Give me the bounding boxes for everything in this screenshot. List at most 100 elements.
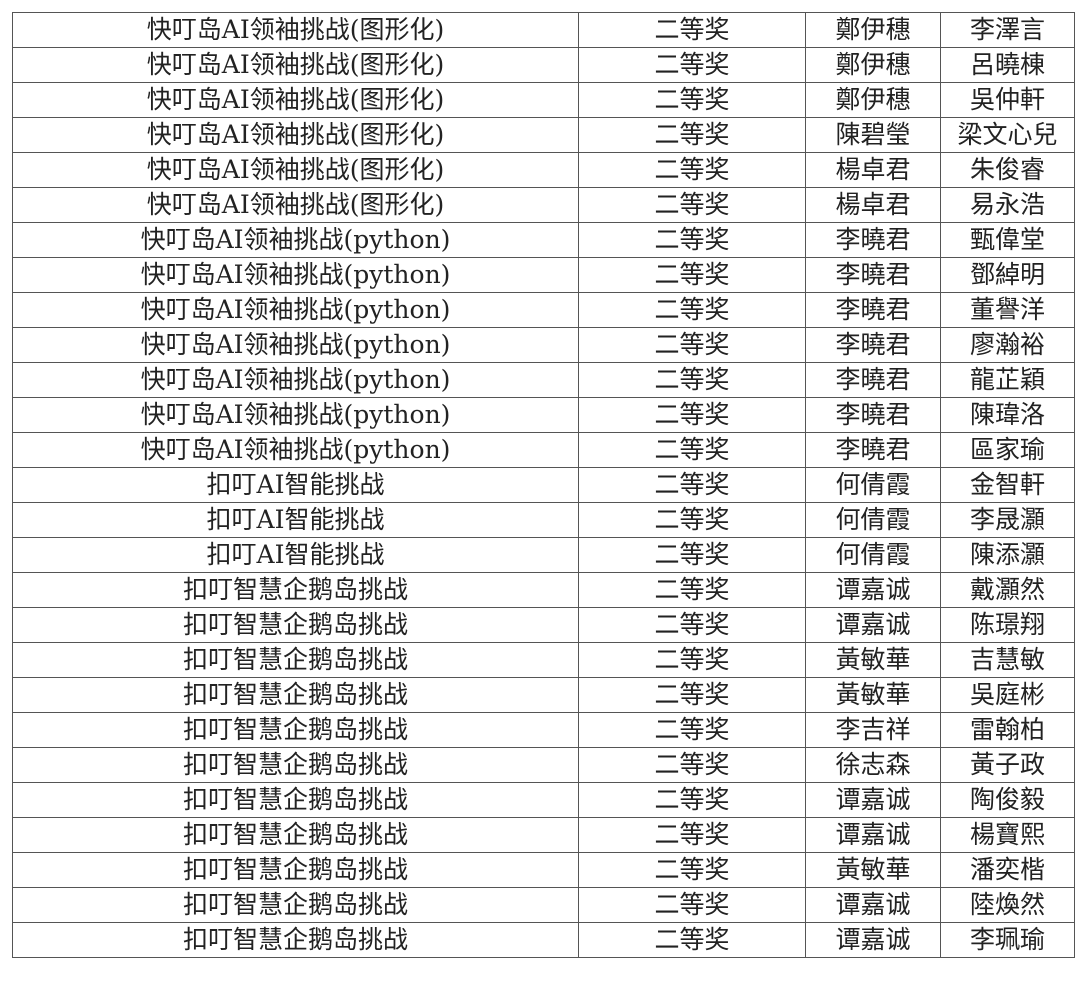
table-row: 扣叮智慧企鹅岛挑战 二等奖 谭嘉诚 戴灝然 (12, 572, 1075, 608)
award-cell: 二等奖 (578, 362, 806, 398)
award-cell: 二等奖 (578, 152, 806, 188)
student-cell: 金智軒 (940, 467, 1075, 503)
teacher-cell: 徐志森 (805, 747, 941, 783)
student-cell: 李澤言 (940, 12, 1075, 48)
award-cell: 二等奖 (578, 782, 806, 818)
student-cell: 陳瑋洛 (940, 397, 1075, 433)
teacher-cell: 何倩霞 (805, 467, 941, 503)
competition-cell: 扣叮智慧企鹅岛挑战 (12, 642, 579, 678)
teacher-cell: 谭嘉诚 (805, 817, 941, 853)
award-cell: 二等奖 (578, 677, 806, 713)
award-cell: 二等奖 (578, 817, 806, 853)
table-row: 扣叮智慧企鹅岛挑战 二等奖 黃敏華 潘奕楷 (12, 852, 1075, 888)
table-row: 扣叮智慧企鹅岛挑战 二等奖 谭嘉诚 陸煥然 (12, 887, 1075, 923)
teacher-cell: 李曉君 (805, 362, 941, 398)
competition-cell: 快叮岛AI领袖挑战(python) (12, 327, 579, 363)
award-cell: 二等奖 (578, 747, 806, 783)
table-row: 快叮岛AI领袖挑战(python) 二等奖 李曉君 甄偉堂 (12, 222, 1075, 258)
competition-cell: 扣叮AI智能挑战 (12, 502, 579, 538)
table-row: 快叮岛AI领袖挑战(图形化) 二等奖 楊卓君 易永浩 (12, 187, 1075, 223)
teacher-cell: 李曉君 (805, 222, 941, 258)
award-cell: 二等奖 (578, 397, 806, 433)
teacher-cell: 鄭伊穗 (805, 12, 941, 48)
competition-cell: 快叮岛AI领袖挑战(图形化) (12, 117, 579, 153)
competition-cell: 快叮岛AI领袖挑战(图形化) (12, 187, 579, 223)
award-cell: 二等奖 (578, 467, 806, 503)
competition-cell: 扣叮AI智能挑战 (12, 467, 579, 503)
student-cell: 吉慧敏 (940, 642, 1075, 678)
teacher-cell: 鄭伊穗 (805, 82, 941, 118)
table-row: 扣叮智慧企鹅岛挑战 二等奖 谭嘉诚 楊寶熙 (12, 817, 1075, 853)
student-cell: 陳添灝 (940, 537, 1075, 573)
table-row: 扣叮AI智能挑战 二等奖 何倩霞 金智軒 (12, 467, 1075, 503)
competition-cell: 扣叮智慧企鹅岛挑战 (12, 817, 579, 853)
competition-cell: 快叮岛AI领袖挑战(python) (12, 292, 579, 328)
teacher-cell: 李曉君 (805, 432, 941, 468)
award-cell: 二等奖 (578, 257, 806, 293)
award-table-body: 快叮岛AI领袖挑战(图形化) 二等奖 鄭伊穗 李澤言 快叮岛AI领袖挑战(图形化) 二等奖… (12, 12, 1075, 958)
student-cell: 戴灝然 (940, 572, 1075, 608)
teacher-cell: 陳碧瑩 (805, 117, 941, 153)
student-cell: 龍芷穎 (940, 362, 1075, 398)
competition-cell: 扣叮智慧企鹅岛挑战 (12, 852, 579, 888)
teacher-cell: 李吉祥 (805, 712, 941, 748)
table-row: 快叮岛AI领袖挑战(python) 二等奖 李曉君 龍芷穎 (12, 362, 1075, 398)
table-row: 扣叮AI智能挑战 二等奖 何倩霞 李晟灝 (12, 502, 1075, 538)
competition-cell: 扣叮AI智能挑战 (12, 537, 579, 573)
student-cell: 潘奕楷 (940, 852, 1075, 888)
teacher-cell: 黃敏華 (805, 642, 941, 678)
competition-cell: 快叮岛AI领袖挑战(图形化) (12, 47, 579, 83)
student-cell: 雷翰柏 (940, 712, 1075, 748)
student-cell: 廖瀚裕 (940, 327, 1075, 363)
award-cell: 二等奖 (578, 187, 806, 223)
competition-cell: 扣叮智慧企鹅岛挑战 (12, 712, 579, 748)
award-cell: 二等奖 (578, 292, 806, 328)
award-cell: 二等奖 (578, 572, 806, 608)
teacher-cell: 李曉君 (805, 257, 941, 293)
award-cell: 二等奖 (578, 607, 806, 643)
table-row: 快叮岛AI领袖挑战(python) 二等奖 李曉君 鄧綽明 (12, 257, 1075, 293)
teacher-cell: 谭嘉诚 (805, 922, 941, 958)
competition-cell: 扣叮智慧企鹅岛挑战 (12, 607, 579, 643)
competition-cell: 扣叮智慧企鹅岛挑战 (12, 782, 579, 818)
table-row: 扣叮智慧企鹅岛挑战 二等奖 黃敏華 吉慧敏 (12, 642, 1075, 678)
table-row: 扣叮智慧企鹅岛挑战 二等奖 谭嘉诚 李珮瑜 (12, 922, 1075, 958)
student-cell: 易永浩 (940, 187, 1075, 223)
table-row: 扣叮智慧企鹅岛挑战 二等奖 谭嘉诚 陈璟翔 (12, 607, 1075, 643)
award-cell: 二等奖 (578, 222, 806, 258)
student-cell: 陈璟翔 (940, 607, 1075, 643)
teacher-cell: 谭嘉诚 (805, 887, 941, 923)
competition-cell: 快叮岛AI领袖挑战(图形化) (12, 152, 579, 188)
student-cell: 甄偉堂 (940, 222, 1075, 258)
competition-cell: 快叮岛AI领袖挑战(图形化) (12, 12, 579, 48)
table-row: 扣叮智慧企鹅岛挑战 二等奖 李吉祥 雷翰柏 (12, 712, 1075, 748)
table-row: 快叮岛AI领袖挑战(图形化) 二等奖 楊卓君 朱俊睿 (12, 152, 1075, 188)
competition-cell: 扣叮智慧企鹅岛挑战 (12, 572, 579, 608)
table-row: 扣叮智慧企鹅岛挑战 二等奖 黃敏華 吳庭彬 (12, 677, 1075, 713)
award-cell: 二等奖 (578, 82, 806, 118)
competition-cell: 快叮岛AI领袖挑战(图形化) (12, 82, 579, 118)
competition-cell: 扣叮智慧企鹅岛挑战 (12, 677, 579, 713)
teacher-cell: 黃敏華 (805, 852, 941, 888)
competition-cell: 扣叮智慧企鹅岛挑战 (12, 922, 579, 958)
student-cell: 鄧綽明 (940, 257, 1075, 293)
teacher-cell: 楊卓君 (805, 187, 941, 223)
award-cell: 二等奖 (578, 12, 806, 48)
table-row: 扣叮智慧企鹅岛挑战 二等奖 徐志森 黃子政 (12, 747, 1075, 783)
student-cell: 吳庭彬 (940, 677, 1075, 713)
award-table: 快叮岛AI领袖挑战(图形化) 二等奖 鄭伊穗 李澤言 快叮岛AI领袖挑战(图形化) 二等奖… (12, 12, 1075, 958)
award-cell: 二等奖 (578, 327, 806, 363)
teacher-cell: 谭嘉诚 (805, 572, 941, 608)
student-cell: 梁文心兒 (940, 117, 1075, 153)
student-cell: 朱俊睿 (940, 152, 1075, 188)
award-cell: 二等奖 (578, 642, 806, 678)
competition-cell: 快叮岛AI领袖挑战(python) (12, 222, 579, 258)
table-row: 快叮岛AI领袖挑战(图形化) 二等奖 鄭伊穗 李澤言 (12, 12, 1075, 48)
table-row: 快叮岛AI领袖挑战(python) 二等奖 李曉君 廖瀚裕 (12, 327, 1075, 363)
award-cell: 二等奖 (578, 887, 806, 923)
table-row: 扣叮智慧企鹅岛挑战 二等奖 谭嘉诚 陶俊毅 (12, 782, 1075, 818)
award-cell: 二等奖 (578, 502, 806, 538)
teacher-cell: 黃敏華 (805, 677, 941, 713)
student-cell: 楊寶熙 (940, 817, 1075, 853)
student-cell: 李珮瑜 (940, 922, 1075, 958)
